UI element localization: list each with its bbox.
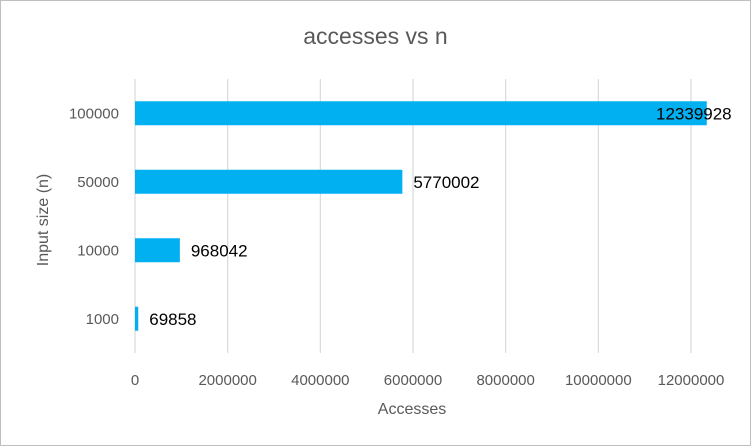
y-axis-title: Input size (n) [35, 174, 52, 266]
y-tick-label: 50000 [77, 174, 119, 191]
bar-100000 [135, 101, 707, 126]
bar-1000 [135, 306, 139, 331]
y-tick-label: 1000 [86, 311, 119, 328]
y-tick-label: 10000 [77, 242, 119, 259]
x-tick-label: 2000000 [198, 372, 256, 389]
y-axis-ticks: 1000 10000 50000 100000 [69, 105, 119, 328]
x-tick-label: 4000000 [291, 372, 349, 389]
bar-50000 [135, 169, 403, 194]
data-labels: 69858 968042 5770002 12339928 [149, 104, 731, 329]
data-label: 5770002 [413, 173, 479, 192]
chart-title: accesses vs n [303, 23, 448, 49]
bar-10000 [135, 238, 180, 263]
x-tick-label: 8000000 [476, 372, 534, 389]
data-label: 968042 [191, 241, 248, 260]
data-label: 12339928 [656, 104, 732, 123]
x-tick-label: 12000000 [658, 372, 725, 389]
x-axis-ticks: 0 2000000 4000000 6000000 8000000 10000000 120… [131, 372, 725, 389]
data-label: 69858 [149, 310, 196, 329]
x-tick-label: 6000000 [384, 372, 442, 389]
bars [135, 101, 707, 331]
x-tick-label: 10000000 [565, 372, 632, 389]
x-tick-label: 0 [131, 372, 139, 389]
x-axis-title: Accesses [378, 401, 446, 418]
y-tick-label: 100000 [69, 105, 119, 122]
